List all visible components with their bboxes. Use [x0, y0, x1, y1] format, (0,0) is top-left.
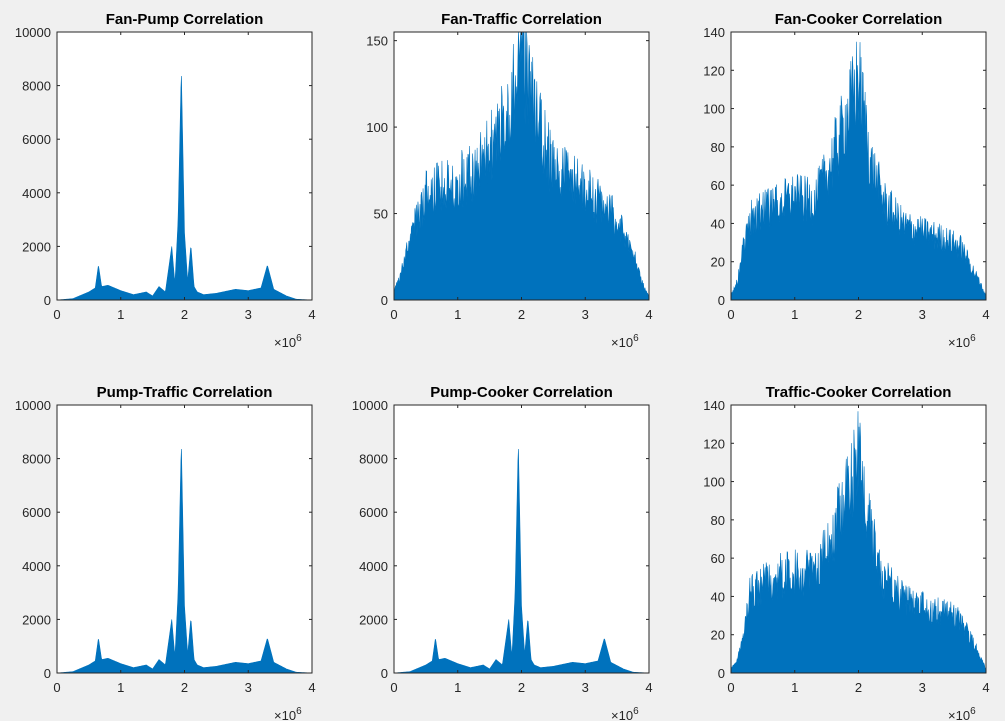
series-area [56, 449, 313, 674]
x-exponent-label: ×106 [611, 706, 639, 721]
x-tick-label: 4 [645, 307, 652, 322]
y-tick-label: 60 [711, 178, 725, 193]
y-tick-label: 10000 [15, 25, 51, 40]
subplot-title: Traffic-Cooker Correlation [766, 384, 952, 401]
subplot-title: Fan-Traffic Correlation [441, 11, 602, 28]
x-tick-label: 0 [727, 307, 734, 322]
x-tick-label: 3 [245, 307, 252, 322]
y-tick-label: 4000 [359, 559, 388, 574]
y-tick-label: 2000 [359, 612, 388, 627]
y-tick-label: 40 [711, 589, 725, 604]
x-tick-label: 3 [245, 680, 252, 695]
y-tick-label: 4000 [22, 186, 51, 201]
y-tick-label: 100 [703, 102, 725, 117]
x-exponent-label: ×106 [948, 706, 976, 721]
series-area [393, 449, 650, 674]
x-tick-label: 1 [117, 307, 124, 322]
x-tick-label: 4 [308, 680, 315, 695]
y-tick-label: 0 [718, 666, 725, 681]
subplot-1: Fan-Pump Correlation 0 1 2 3 4 0 2000 4000 6000 80… [15, 11, 316, 350]
x-exponent-label: ×106 [611, 333, 639, 350]
subplot-title: Fan-Pump Correlation [106, 11, 264, 28]
y-tick-label: 0 [44, 293, 51, 308]
series-area [393, 31, 650, 301]
x-tick-label: 1 [791, 307, 798, 322]
y-tick-label: 20 [711, 255, 725, 270]
x-tick-label: 3 [919, 680, 926, 695]
y-tick-label: 140 [703, 398, 725, 413]
x-tick-label: 1 [454, 680, 461, 695]
y-tick-label: 6000 [22, 505, 51, 520]
x-tick-label: 1 [454, 307, 461, 322]
x-tick-label: 3 [919, 307, 926, 322]
series-area [730, 41, 987, 301]
x-tick-label: 2 [181, 307, 188, 322]
y-tick-label: 0 [44, 666, 51, 681]
y-tick-label: 0 [381, 666, 388, 681]
x-tick-label: 1 [117, 680, 124, 695]
series-area [730, 411, 987, 674]
y-tick-label: 8000 [22, 79, 51, 94]
x-exponent-label: ×106 [948, 333, 976, 350]
x-tick-label: 0 [53, 680, 60, 695]
y-tick-label: 2000 [22, 612, 51, 627]
y-tick-label: 120 [703, 436, 725, 451]
y-tick-label: 140 [703, 25, 725, 40]
x-tick-label: 2 [518, 307, 525, 322]
y-tick-label: 80 [711, 513, 725, 528]
x-tick-label: 4 [645, 680, 652, 695]
subplot-title: Pump-Cooker Correlation [430, 384, 613, 401]
x-tick-label: 4 [308, 307, 315, 322]
series-area [56, 76, 313, 301]
x-tick-label: 1 [791, 680, 798, 695]
y-tick-label: 20 [711, 628, 725, 643]
subplot-title: Pump-Traffic Correlation [97, 384, 273, 401]
y-tick-label: 40 [711, 216, 725, 231]
y-tick-label: 10000 [15, 398, 51, 413]
x-tick-label: 4 [982, 680, 989, 695]
x-tick-label: 3 [582, 680, 589, 695]
y-tick-label: 10000 [352, 398, 388, 413]
x-tick-label: 3 [582, 307, 589, 322]
subplot-5: Pump-Cooker Correlation 0 1 2 3 4 0 2000 4000 600… [352, 384, 653, 721]
y-tick-label: 8000 [22, 452, 51, 467]
x-tick-label: 2 [855, 680, 862, 695]
y-tick-label: 60 [711, 551, 725, 566]
subplot-title: Fan-Cooker Correlation [775, 11, 943, 28]
y-tick-label: 100 [703, 475, 725, 490]
y-tick-label: 120 [703, 63, 725, 78]
y-tick-label: 50 [374, 207, 388, 222]
y-tick-label: 4000 [22, 559, 51, 574]
subplot-4: Pump-Traffic Correlation 0 1 2 3 4 0 2000 4000 60… [15, 384, 316, 721]
y-tick-label: 80 [711, 140, 725, 155]
y-tick-label: 0 [718, 293, 725, 308]
subplot-2: Fan-Traffic Correlation 0 1 2 3 4 0 50 100 150 ×10… [366, 11, 652, 350]
y-tick-label: 6000 [22, 132, 51, 147]
x-tick-label: 2 [855, 307, 862, 322]
y-tick-label: 150 [366, 34, 388, 49]
x-tick-label: 2 [518, 680, 525, 695]
x-exponent-label: ×106 [274, 333, 302, 350]
x-tick-label: 0 [727, 680, 734, 695]
x-exponent-label: ×106 [274, 706, 302, 721]
x-tick-label: 0 [390, 307, 397, 322]
x-tick-label: 0 [390, 680, 397, 695]
y-tick-label: 8000 [359, 452, 388, 467]
x-tick-label: 2 [181, 680, 188, 695]
x-tick-label: 0 [53, 307, 60, 322]
y-tick-label: 0 [381, 293, 388, 308]
y-tick-label: 100 [366, 120, 388, 135]
y-tick-label: 6000 [359, 505, 388, 520]
y-tick-label: 2000 [22, 239, 51, 254]
x-tick-label: 4 [982, 307, 989, 322]
